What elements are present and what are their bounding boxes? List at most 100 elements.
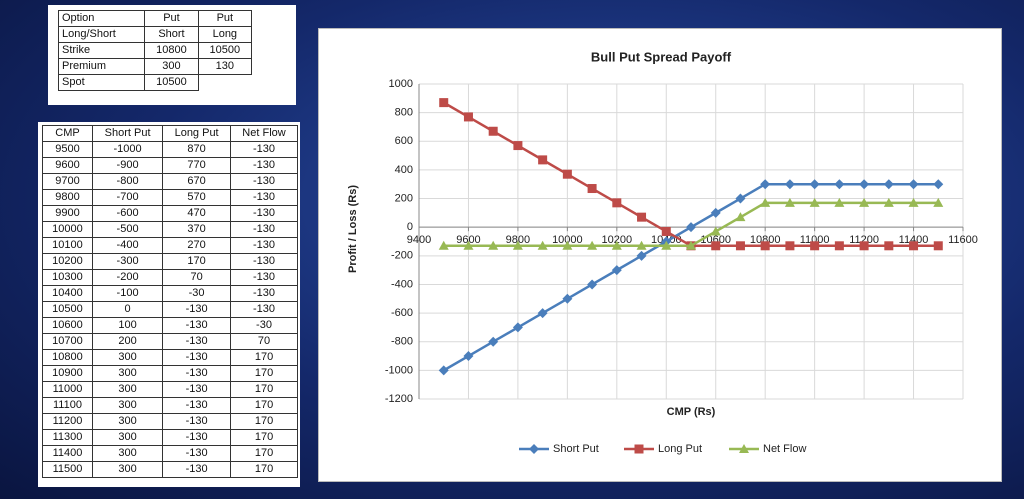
table-cell: -300	[91, 253, 164, 270]
table-cell: 10400	[42, 285, 93, 302]
data-point	[512, 240, 523, 250]
table-cell: 370	[162, 221, 232, 238]
table-cell: -130	[162, 397, 232, 414]
table-row: 10500 0 -130 -130	[42, 301, 298, 318]
data-point	[933, 197, 944, 207]
data-point	[537, 308, 548, 319]
data-point	[909, 241, 919, 251]
table-cell: -130	[230, 269, 298, 286]
table-cell: 9800	[42, 189, 93, 206]
table-cell: Strike	[57, 42, 146, 59]
y-tick-label: -600	[391, 307, 413, 319]
table-row: 11500 300 -130 170	[42, 461, 298, 478]
y-tick-label: 0	[407, 221, 413, 233]
data-point	[859, 241, 869, 251]
chart-box: Bull Put Spread Payoff CMP (Rs) Profit /…	[318, 28, 1002, 482]
table-cell: Short	[144, 26, 199, 43]
table-row: 10300 -200 70 -130	[42, 269, 298, 286]
table-cell: 11500	[42, 461, 93, 478]
chart-title: Bull Put Spread Payoff	[591, 49, 732, 64]
y-axis-label: Profit / Loss (Rs)	[347, 185, 359, 273]
table-cell: 10000	[42, 221, 93, 238]
data-point	[710, 226, 721, 236]
table-cell: Short Put	[91, 125, 164, 142]
table-row: 10400 -100 -30 -130	[42, 285, 298, 302]
table-cell: 0	[91, 301, 164, 318]
legend-label: Long Put	[658, 443, 702, 455]
table-cell: 100	[91, 317, 164, 334]
legend-marker	[529, 444, 539, 454]
data-point	[809, 197, 820, 207]
table-row: 11000 300 -130 170	[42, 381, 298, 398]
data-point	[637, 212, 647, 222]
table-cell: 170	[230, 397, 298, 414]
data-point	[587, 184, 597, 194]
table-cell: 670	[162, 173, 232, 190]
y-tick-label: -200	[391, 250, 413, 262]
data-point	[587, 279, 598, 290]
table-cell: 270	[162, 237, 232, 254]
table-cell: -130	[230, 157, 298, 174]
table-cell: -130	[230, 221, 298, 238]
table-cell: 300	[91, 429, 164, 446]
data-point	[686, 240, 696, 250]
table-cell: 9700	[42, 173, 93, 190]
table-row: Strike 10800 10500	[57, 42, 253, 59]
table-row: Premium 300 130	[57, 58, 253, 75]
table-cell: 10900	[42, 365, 93, 382]
table-cell: 10500	[197, 42, 253, 59]
table-cell: 9500	[42, 141, 93, 158]
table-cell: 170	[230, 381, 298, 398]
table-cell: 11400	[42, 445, 93, 462]
table-cell: -600	[91, 205, 164, 222]
table-cell: -30	[162, 285, 232, 302]
y-tick-label: 600	[395, 135, 413, 147]
table-cell: Premium	[57, 58, 146, 75]
y-tick-label: -400	[391, 278, 413, 290]
table-row: 10600 100 -130 -30	[42, 317, 298, 334]
table-cell: Put	[144, 10, 199, 27]
table-cell: 170	[230, 445, 298, 462]
table-cell: -130	[162, 301, 232, 318]
table-cell: -200	[91, 269, 164, 286]
data-point	[760, 179, 771, 190]
data-point	[760, 241, 770, 251]
data-point	[636, 240, 647, 250]
data-point	[463, 240, 474, 250]
table-cell: Spot	[57, 74, 146, 91]
data-point	[636, 250, 647, 261]
table-row: 9500 -1000 870 -130	[42, 141, 298, 158]
table-cell: Long	[197, 26, 253, 43]
table-cell: 170	[230, 461, 298, 478]
table-cell: 130	[197, 58, 253, 75]
table-cell: -130	[230, 189, 298, 206]
table-cell: -130	[162, 349, 232, 366]
data-point	[488, 126, 498, 136]
data-point	[661, 226, 671, 236]
data-point	[785, 241, 795, 251]
data-point	[611, 265, 622, 276]
table-cell: 170	[162, 253, 232, 270]
table-cell: 170	[230, 349, 298, 366]
table-cell: 10200	[42, 253, 93, 270]
table-header: CMP Short Put Long Put Net Flow	[42, 125, 298, 142]
data-point	[611, 240, 622, 250]
legend-label: Net Flow	[763, 443, 806, 455]
data-point	[463, 351, 474, 362]
table-cell: -130	[230, 173, 298, 190]
table-cell: 300	[91, 445, 164, 462]
table-cell: -800	[91, 173, 164, 190]
data-point	[834, 241, 844, 251]
table-cell: -130	[230, 205, 298, 222]
data-point	[612, 198, 622, 208]
data-point	[562, 169, 572, 179]
y-tick-label: -1000	[385, 364, 413, 376]
table-cell: -130	[230, 141, 298, 158]
data-point	[810, 241, 820, 251]
x-tick-label: 11000	[800, 234, 830, 246]
table-row: 10000 -500 370 -130	[42, 221, 298, 238]
data-point	[908, 197, 919, 207]
table-cell: 11100	[42, 397, 93, 414]
data-point	[587, 240, 598, 250]
